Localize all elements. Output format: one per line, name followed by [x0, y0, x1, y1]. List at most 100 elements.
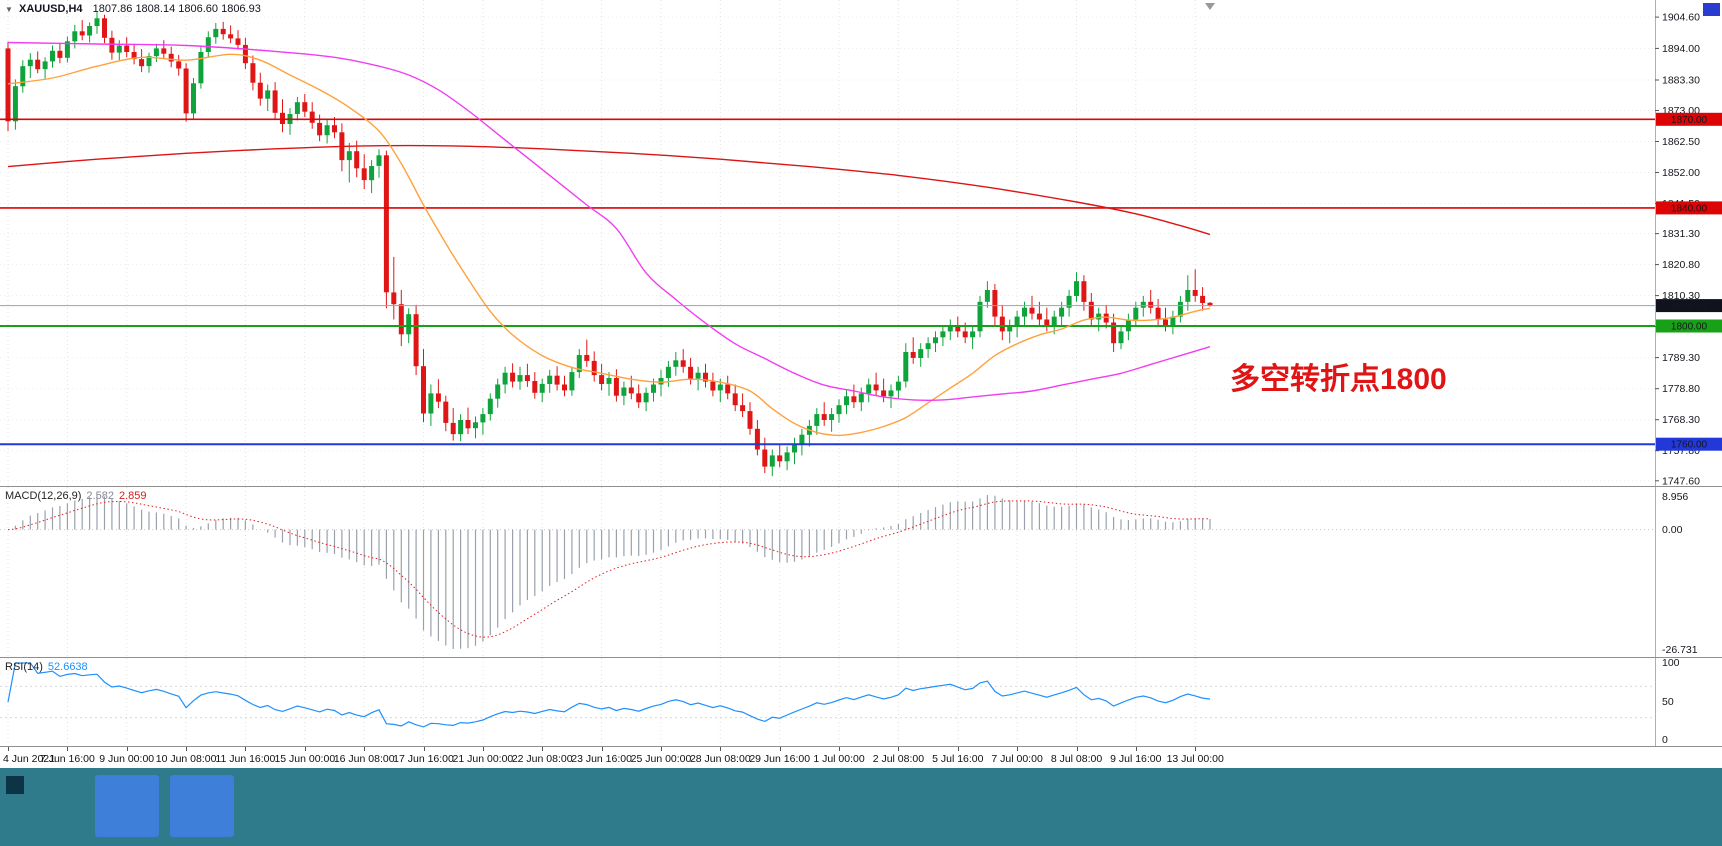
time-tick	[542, 747, 544, 751]
time-label: 4 Jun 2021	[3, 753, 55, 765]
time-label: 7 Jul 00:00	[991, 753, 1043, 765]
time-tick	[601, 747, 603, 751]
price-tag	[1656, 112, 1722, 126]
time-tick	[1017, 747, 1019, 751]
macd-pane[interactable]: 8.956 0.00 -26.731	[0, 487, 1722, 657]
ma-slow-line	[7, 144, 1211, 236]
rsi-pane[interactable]: 100 50 0	[0, 658, 1722, 746]
chart-symbol: XAUUSD,H4	[18, 3, 83, 15]
time-label: 28 Jun 08:00	[689, 753, 751, 765]
price-tag	[1656, 299, 1722, 313]
time-tick	[126, 747, 128, 751]
taskbar-item[interactable]	[95, 775, 159, 837]
svg-text:1904.60: 1904.60	[1662, 12, 1700, 24]
time-label: 25 Jun 00:00	[630, 753, 692, 765]
svg-text:1840.00: 1840.00	[1671, 203, 1708, 214]
svg-text:1778.80: 1778.80	[1662, 383, 1700, 395]
candles	[5, 12, 1213, 477]
taskbar	[0, 768, 1722, 846]
macd-signal-line	[7, 500, 1210, 638]
time-label: 21 Jun 00:00	[452, 753, 514, 765]
price-chart[interactable]: 1904.601894.001883.301873.001862.501852.…	[0, 0, 1722, 487]
pane-divider-macd[interactable]	[0, 486, 1722, 487]
corner-marker	[1703, 3, 1720, 16]
time-label: 9 Jun 00:00	[99, 753, 155, 765]
svg-text:1870.00: 1870.00	[1671, 115, 1708, 126]
svg-text:1747.60: 1747.60	[1662, 475, 1700, 487]
macd-name: MACD(12,26,9)	[5, 490, 82, 502]
time-tick	[720, 747, 722, 751]
svg-text:-26.731: -26.731	[1662, 644, 1698, 656]
svg-text:1768.30: 1768.30	[1662, 414, 1700, 426]
svg-text:0.00: 0.00	[1662, 524, 1683, 536]
time-tick	[364, 747, 366, 751]
pane-divider-rsi[interactable]	[0, 657, 1722, 658]
price-tag	[1656, 437, 1722, 451]
rsi-indicator-label: RSI(14) 52.6638	[5, 661, 88, 673]
svg-text:8.956: 8.956	[1662, 491, 1688, 503]
time-label: 16 Jun 08:00	[333, 753, 395, 765]
time-tick	[245, 747, 247, 751]
price-tag	[1656, 201, 1722, 215]
time-label: 7 Jun 16:00	[39, 753, 95, 765]
rsi-value: 52.6638	[47, 661, 88, 673]
time-label: 11 Jun 16:00	[215, 753, 276, 765]
time-label: 2 Jul 08:00	[872, 753, 925, 765]
macd-histogram	[14, 495, 1211, 649]
time-tick	[1076, 747, 1078, 751]
chart-ohlc-header: ▼ XAUUSD,H4 1807.86 1808.14 1806.60 1806…	[5, 3, 261, 15]
time-tick	[1195, 747, 1197, 751]
macd-indicator-label: MACD(12,26,9) 2.582 2.859	[5, 490, 146, 502]
time-label: 13 Jul 00:00	[1166, 753, 1224, 765]
time-tick	[898, 747, 900, 751]
time-label: 17 Jun 16:00	[393, 753, 454, 765]
svg-text:1820.80: 1820.80	[1662, 259, 1700, 271]
time-label: 8 Jul 08:00	[1050, 753, 1103, 765]
symbol-dropdown-icon[interactable]: ▼	[5, 5, 13, 14]
time-label: 9 Jul 16:00	[1110, 753, 1162, 765]
time-tick	[304, 747, 306, 751]
svg-text:0: 0	[1662, 734, 1668, 746]
time-label: 15 Jun 00:00	[274, 753, 336, 765]
time-tick	[839, 747, 840, 751]
time-label: 22 Jun 08:00	[511, 753, 573, 765]
time-label: 23 Jun 16:00	[571, 753, 632, 765]
time-tick	[423, 747, 425, 751]
time-tick	[482, 747, 484, 751]
time-tick	[1135, 747, 1137, 751]
svg-text:1852.00: 1852.00	[1662, 167, 1700, 179]
time-label: 29 Jun 16:00	[749, 753, 811, 765]
price-tag	[1656, 319, 1722, 333]
macd-signal-value: 2.859	[118, 490, 147, 502]
svg-text:1789.30: 1789.30	[1662, 352, 1700, 364]
svg-text:1806.93: 1806.93	[1671, 301, 1708, 312]
svg-text:1800.00: 1800.00	[1671, 322, 1708, 333]
time-label: 5 Jul 16:00	[932, 753, 984, 765]
taskbar-item[interactable]	[170, 775, 234, 837]
time-tick	[661, 747, 662, 751]
rsi-name: RSI(14)	[5, 661, 43, 673]
svg-text:1760.00: 1760.00	[1671, 440, 1708, 451]
time-tick	[957, 747, 959, 751]
time-label: 10 Jun 08:00	[155, 753, 217, 765]
svg-text:1883.30: 1883.30	[1662, 75, 1700, 87]
rsi-line	[7, 662, 1211, 728]
time-axis[interactable]: 4 Jun 2021 7 Jun 16:00 9 Jun 00:00 10 Jun 0…	[0, 746, 1722, 768]
time-label: 1 Jul 00:00	[813, 753, 865, 765]
taskbar-start-icon[interactable]	[6, 776, 24, 794]
svg-text:1862.50: 1862.50	[1662, 136, 1700, 148]
svg-text:100: 100	[1662, 658, 1680, 669]
time-tick	[67, 747, 69, 751]
time-tick	[779, 747, 781, 751]
time-tick	[186, 747, 188, 751]
chart-shift-marker	[1205, 3, 1215, 10]
chart-ohlc-values: 1807.86 1808.14 1806.60 1806.93	[92, 3, 261, 15]
ma-mid-line	[7, 41, 1211, 401]
svg-text:50: 50	[1662, 696, 1674, 708]
chart-annotation: 多空转折点1800	[1230, 363, 1447, 396]
time-tick	[8, 747, 9, 751]
macd-main-value: 2.582	[86, 490, 114, 502]
svg-text:1831.30: 1831.30	[1662, 228, 1700, 240]
ma-fast-line	[7, 53, 1211, 437]
svg-text:1894.00: 1894.00	[1662, 43, 1700, 55]
